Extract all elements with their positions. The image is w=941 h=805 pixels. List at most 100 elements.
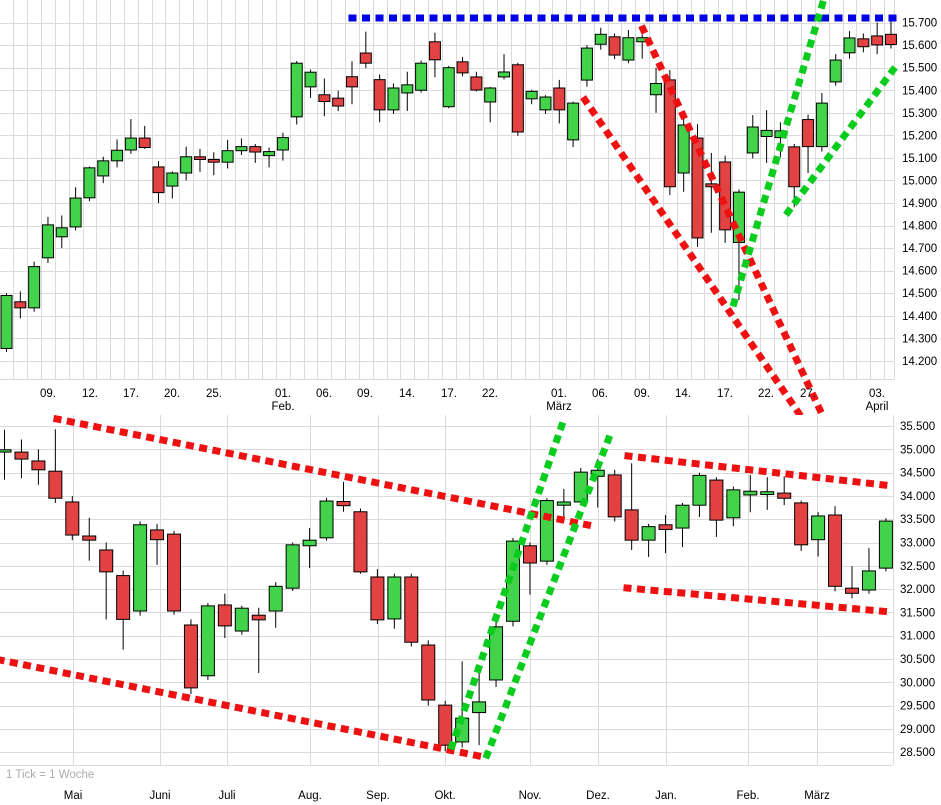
bullish-candle: [692, 474, 707, 506]
bullish-candle: [861, 570, 876, 591]
weekly-candlestick-chart[interactable]: 35.500 35.000 34.500 34.000 33.500 33.000 32.5…: [0, 415, 941, 805]
uptrend-line-1-green[interactable]: [729, 0, 828, 308]
bearish-candle: [14, 451, 29, 460]
x-axis-tick-label: Feb.: [736, 790, 759, 802]
bullish-candle: [556, 501, 571, 506]
bearish-candle: [709, 479, 724, 521]
bearish-candle: [31, 460, 46, 471]
flag-lower-line-red[interactable]: [623, 584, 895, 616]
uptrend-line-1-green[interactable]: [447, 415, 569, 751]
x-axis-tick-label: Sep.: [366, 790, 390, 802]
bearish-candle: [421, 644, 436, 701]
flag-upper-line-red[interactable]: [624, 452, 897, 490]
bullish-candle: [234, 607, 249, 632]
bullish-candle: [28, 266, 41, 309]
bearish-candle: [318, 94, 331, 103]
y-axis-tick-label: 15.000: [902, 175, 937, 187]
y-axis-tick-label: 15.400: [902, 85, 937, 97]
x-axis-tick-label: Juni: [149, 790, 170, 802]
downtrend-line-1-red[interactable]: [638, 24, 825, 415]
x-axis-tick-label: 09.: [634, 388, 650, 400]
x-axis-tick-label: Aug.: [298, 790, 322, 802]
bullish-candle: [97, 160, 110, 177]
bearish-candle: [249, 146, 262, 153]
bullish-candle: [539, 500, 554, 562]
bearish-candle: [336, 500, 351, 507]
bearish-candle: [346, 76, 358, 88]
y-axis-labels: 35.500 35.000 34.500 34.000 33.500 33.000 32.5…: [900, 421, 935, 759]
x-axis-tick-label: 22.: [758, 388, 774, 400]
bearish-candle: [193, 156, 206, 160]
x-axis-tick-label: 01.: [551, 388, 567, 400]
y-axis-tick-label: 29.500: [900, 701, 935, 713]
gridlines: [0, 0, 895, 380]
bearish-candle: [553, 87, 566, 111]
uptrend-line-2-green[interactable]: [482, 425, 617, 760]
y-axis-tick-label: 15.500: [902, 63, 937, 75]
bullish-candle: [166, 172, 179, 187]
bullish-candle: [69, 197, 82, 228]
x-axis-month-label: März: [546, 401, 572, 413]
channel-lower-line-red[interactable]: [0, 656, 494, 763]
x-axis-labels: 09. 12. 17. 20. 25. 01.Feb.06. 09. 14. 17. 22. 01.…: [40, 388, 889, 413]
y-axis-tick-label: 14.400: [902, 311, 937, 323]
bearish-candle: [167, 533, 181, 612]
bullish-candle: [221, 150, 234, 163]
x-axis-tick-label: 14.: [675, 388, 691, 400]
uptrend-line-2-green[interactable]: [783, 61, 901, 217]
bullish-candle: [622, 37, 635, 61]
x-axis-tick-label: März: [804, 790, 830, 802]
y-axis-tick-label: 15.700: [902, 18, 937, 30]
bullish-candle: [489, 626, 504, 681]
bearish-candle: [370, 576, 385, 621]
x-axis-tick-label: 25.: [206, 388, 222, 400]
bearish-candle: [353, 511, 368, 573]
bearish-candle: [624, 509, 639, 541]
candles: [0, 429, 893, 752]
x-axis-tick-label: Dez.: [586, 790, 610, 802]
bearish-candle: [663, 79, 676, 188]
bearish-candle: [607, 474, 622, 518]
bearish-candle: [116, 575, 131, 620]
y-axis-tick-label: 32.500: [900, 561, 935, 573]
bearish-candle: [150, 529, 165, 541]
channel-upper-line-red[interactable]: [52, 415, 603, 532]
bullish-candle: [0, 294, 13, 349]
bearish-candle: [845, 587, 859, 594]
y-axis-tick-label: 28.500: [900, 747, 935, 759]
bearish-candle: [658, 524, 673, 530]
x-axis-tick-label: 20.: [164, 388, 180, 400]
y-axis-tick-label: 32.000: [900, 584, 935, 596]
bearish-candle: [794, 502, 809, 546]
bearish-candle: [608, 36, 621, 56]
x-axis-tick-label: 14.: [399, 388, 415, 400]
daily-candlestick-chart[interactable]: 15.700 15.600 15.500 15.400 15.300 15.200 15.1…: [0, 0, 941, 415]
y-axis-tick-label: 14.200: [902, 356, 937, 368]
x-axis-tick-label: 12.: [82, 388, 98, 400]
x-axis-tick-label: 06.: [592, 388, 608, 400]
y-axis-tick-label: 14.800: [902, 221, 937, 233]
bearish-candle: [802, 119, 815, 148]
bearish-candle: [373, 79, 386, 111]
bullish-candle: [302, 539, 317, 547]
y-axis-tick-label: 30.500: [900, 654, 935, 666]
bearish-candle: [82, 535, 97, 541]
bearish-candle: [251, 614, 266, 621]
bullish-candle: [567, 102, 580, 141]
bullish-candle: [594, 33, 607, 45]
downtrend-line-2-red[interactable]: [580, 95, 805, 415]
bullish-candle: [276, 137, 289, 151]
bearish-candle: [217, 604, 232, 627]
bullish-candle: [285, 544, 300, 589]
x-axis-tick-label: Okt.: [434, 790, 455, 802]
x-axis-month-label: April: [865, 401, 888, 413]
bullish-candle: [442, 67, 455, 108]
bearish-candle: [871, 35, 884, 46]
bullish-candle: [415, 62, 428, 91]
y-axis-tick-label: 14.300: [902, 333, 937, 345]
y-axis-tick-label: 30.000: [900, 677, 935, 689]
bearish-candle: [332, 97, 345, 107]
y-axis-tick-label: 35.500: [900, 421, 935, 433]
candles: [0, 17, 897, 352]
